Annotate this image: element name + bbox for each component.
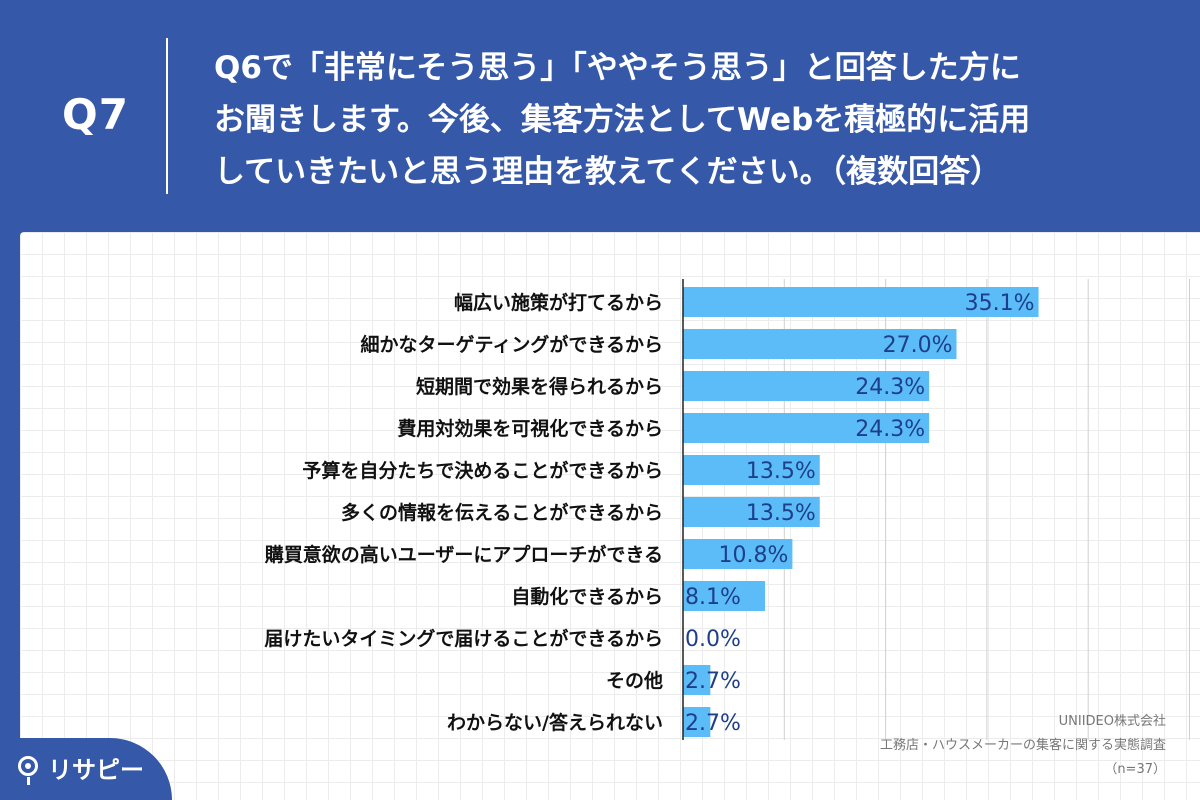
category-label: 届けたいタイミングで届けることができるから — [264, 627, 663, 650]
value-label: 0.0% — [685, 627, 741, 652]
category-label: 多くの情報を伝えることができるから — [341, 501, 663, 524]
header-divider — [166, 38, 168, 194]
value-label: 8.1% — [685, 585, 741, 610]
value-label: 10.8% — [719, 543, 789, 568]
category-label: 予算を自分たちで決めることができるから — [302, 459, 663, 482]
category-label: 幅広い施策が打てるから — [454, 291, 663, 314]
question-number: Q7 — [62, 90, 129, 139]
chart-panel: 幅広い施策が打てるから 35.1% 細かなターゲティングができるから 27.0% 短期間… — [20, 232, 1200, 800]
bar-chart: 幅広い施策が打てるから 35.1% 細かなターゲティングができるから 27.0% 短期間… — [264, 279, 1190, 740]
bar — [683, 455, 820, 485]
bar — [683, 287, 1039, 317]
footer-sample-size: （n=37） — [1104, 762, 1166, 777]
question-text: Q6で「非常にそう思う」「ややそう思う」と回答した方に お聞きします。今後、集客… — [214, 50, 1031, 190]
bar — [683, 581, 766, 611]
value-label: 2.7% — [685, 711, 741, 736]
bar — [683, 707, 711, 737]
question-header: Q7 Q6で「非常にそう思う」「ややそう思う」と回答した方に お聞きします。今後… — [0, 0, 1200, 232]
bar — [683, 665, 711, 695]
category-label: 費用対効果を可視化できるから — [397, 417, 663, 440]
footer-company: UNIIDEO株式会社 — [1058, 714, 1166, 729]
value-label: 2.7% — [685, 669, 741, 694]
category-label: 細かなターゲティングができるから — [361, 333, 663, 356]
value-label: 24.3% — [855, 375, 925, 400]
bar — [683, 329, 957, 359]
location-pin-icon — [18, 756, 38, 785]
footer-survey-title: 工務店・ハウスメーカーの集客に関する実態調査 — [879, 738, 1166, 753]
bar — [683, 413, 930, 443]
value-label: 24.3% — [855, 417, 925, 442]
value-label: 27.0% — [883, 333, 953, 358]
value-label: 13.5% — [746, 459, 816, 484]
category-label: 自動化できるから — [511, 585, 663, 608]
category-label: わからない/答えられない — [447, 711, 663, 734]
category-label: 短期間で効果を得られるから — [416, 375, 663, 398]
category-label: 購買意欲の高いユーザーにアプローチができる — [265, 543, 663, 566]
bar — [683, 371, 930, 401]
bar — [683, 497, 820, 527]
brand-logo-text: リサピー — [48, 756, 144, 784]
category-label: その他 — [606, 669, 663, 692]
value-label: 13.5% — [746, 501, 816, 526]
value-label: 35.1% — [965, 291, 1035, 316]
bar — [683, 539, 793, 569]
